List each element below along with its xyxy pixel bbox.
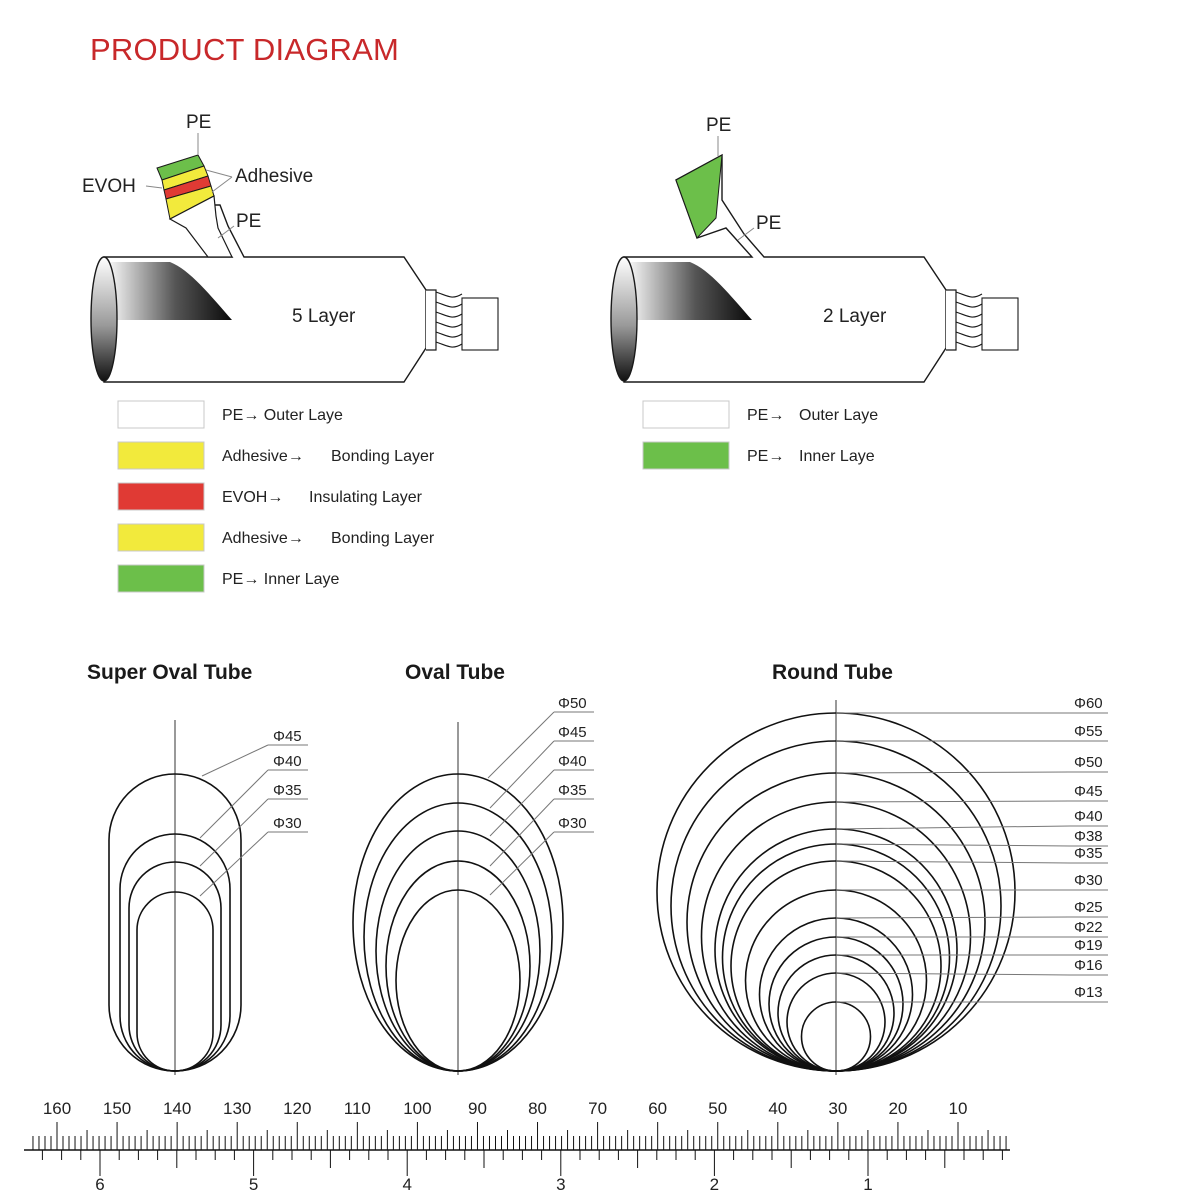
size-label: Φ13 <box>1074 984 1103 1001</box>
oval-outline <box>395 889 521 1072</box>
tube-opening <box>90 256 118 382</box>
ruler-mm-label: 150 <box>103 1099 131 1118</box>
size-label: Φ45 <box>558 724 587 741</box>
tube-neck <box>946 289 957 351</box>
super-oval-outline <box>128 861 222 1072</box>
ruler-mm-label: 110 <box>344 1099 371 1118</box>
round-title: Round Tube <box>772 661 893 684</box>
ruler-inch-label: 1 <box>863 1175 872 1194</box>
callout-pe-top: PE <box>186 112 211 133</box>
legend-label: Adhesive→ <box>222 530 304 547</box>
tube-thread-icon <box>955 291 1019 351</box>
ruler-mm-label: 100 <box>403 1099 431 1118</box>
callout-pe-top: PE <box>706 115 731 136</box>
super-oval-tube-shapes: Φ45 Φ40 Φ35 Φ30 <box>108 720 308 1075</box>
legend-description: Bonding Layer <box>331 448 435 465</box>
size-label: Φ22 <box>1074 919 1103 936</box>
ruler-mm-label: 160 <box>43 1099 71 1118</box>
ruler-mm-label: 80 <box>528 1099 547 1118</box>
five-layer-legend: PE→ Outer Laye Adhesive→ Bonding Layer EVOH… <box>117 400 435 593</box>
legend-swatch <box>642 441 730 470</box>
measurement-ruler: 160 150 140 130 120 110 100 90 80 70 60 50 40 30 20 10 6… <box>24 1099 1010 1194</box>
two-layer-strip-green <box>675 154 723 239</box>
ruler-mm-label: 10 <box>949 1099 968 1118</box>
legend-label: PE→ Outer Laye <box>222 407 343 424</box>
ruler-mm-label: 50 <box>708 1099 727 1118</box>
ruler-mm-label: 40 <box>768 1099 787 1118</box>
ruler-inch-label: 3 <box>556 1175 565 1194</box>
super-oval-outline <box>108 773 242 1072</box>
callout-adhesive: Adhesive <box>235 166 313 187</box>
legend-label: PE→ Inner Laye <box>222 571 340 588</box>
callout-pe-inner: PE <box>236 211 261 232</box>
size-label: Φ35 <box>1074 845 1103 862</box>
oval-title: Oval Tube <box>405 661 505 684</box>
ruler-mm-label: 60 <box>648 1099 667 1118</box>
tube-cutaway-shadow <box>106 262 232 320</box>
legend-swatch <box>117 441 205 470</box>
size-label: Φ40 <box>1074 808 1103 825</box>
five-layer-tube: 5 Layer PE EVOH Adhesive PE <box>82 112 499 383</box>
two-layer-legend: PE→ Outer Laye PE→ Inner Laye <box>642 400 878 470</box>
size-label: Φ55 <box>1074 723 1103 740</box>
ruler-mm-label: 120 <box>283 1099 311 1118</box>
size-label: Φ30 <box>273 815 302 832</box>
size-label: Φ45 <box>1074 783 1103 800</box>
size-label: Φ50 <box>558 695 587 712</box>
two-layer-label: 2 Layer <box>823 306 887 327</box>
five-layer-label: 5 Layer <box>292 306 356 327</box>
size-label: Φ60 <box>1074 695 1103 712</box>
callout-pe-inner: PE <box>756 213 781 234</box>
legend-description: Bonding Layer <box>331 530 435 547</box>
callout-evoh: EVOH <box>82 176 136 197</box>
ruler-inch-label: 4 <box>402 1175 411 1194</box>
ruler-mm-label: 30 <box>828 1099 847 1118</box>
legend-swatch <box>642 400 730 429</box>
tube-thread-icon <box>435 291 499 351</box>
legend-description: Inner Laye <box>799 448 875 465</box>
size-label: Φ16 <box>1074 957 1103 974</box>
tube-cutaway-shadow <box>626 262 752 320</box>
size-label: Φ40 <box>273 753 302 770</box>
tube-neck <box>426 289 437 351</box>
ruler-inch-label: 5 <box>249 1175 258 1194</box>
tube-opening <box>610 256 638 382</box>
two-layer-tube: 2 Layer PE PE <box>610 115 1019 383</box>
page-title: PRODUCT DIAGRAM <box>90 32 400 67</box>
legend-label: Adhesive→ <box>222 448 304 465</box>
five-layer-strip <box>156 154 233 258</box>
ruler-mm-label: 130 <box>223 1099 251 1118</box>
super-oval-title: Super Oval Tube <box>87 661 252 684</box>
size-label: Φ25 <box>1074 899 1103 916</box>
size-label: Φ40 <box>558 753 587 770</box>
size-label: Φ19 <box>1074 937 1103 954</box>
ruler-mm-label: 140 <box>163 1099 191 1118</box>
ruler-mm-label: 90 <box>468 1099 487 1118</box>
size-label: Φ35 <box>273 782 302 799</box>
legend-swatch <box>117 400 205 429</box>
size-label: Φ38 <box>1074 828 1103 845</box>
legend-label: PE→ <box>747 448 784 465</box>
super-oval-outline <box>119 833 231 1072</box>
ruler-inch-label: 6 <box>95 1175 104 1194</box>
size-label: Φ35 <box>558 782 587 799</box>
legend-label: EVOH→ <box>222 489 283 506</box>
ruler-inch-label: 2 <box>710 1175 719 1194</box>
size-label: Φ50 <box>1074 754 1103 771</box>
size-label: Φ45 <box>273 728 302 745</box>
legend-description: Insulating Layer <box>309 489 423 506</box>
legend-description: Outer Laye <box>799 407 878 424</box>
size-label: Φ30 <box>558 815 587 832</box>
oval-tube-shapes: Φ50 Φ45 Φ40 Φ35 Φ30 <box>352 695 594 1075</box>
ruler-mm-label: 20 <box>888 1099 907 1118</box>
legend-swatch <box>117 482 205 511</box>
legend-swatch <box>117 523 205 552</box>
ruler-mm-label: 70 <box>588 1099 607 1118</box>
legend-label: PE→ <box>747 407 784 424</box>
legend-swatch <box>117 564 205 593</box>
super-oval-outline <box>136 891 214 1072</box>
size-label: Φ30 <box>1074 872 1103 889</box>
